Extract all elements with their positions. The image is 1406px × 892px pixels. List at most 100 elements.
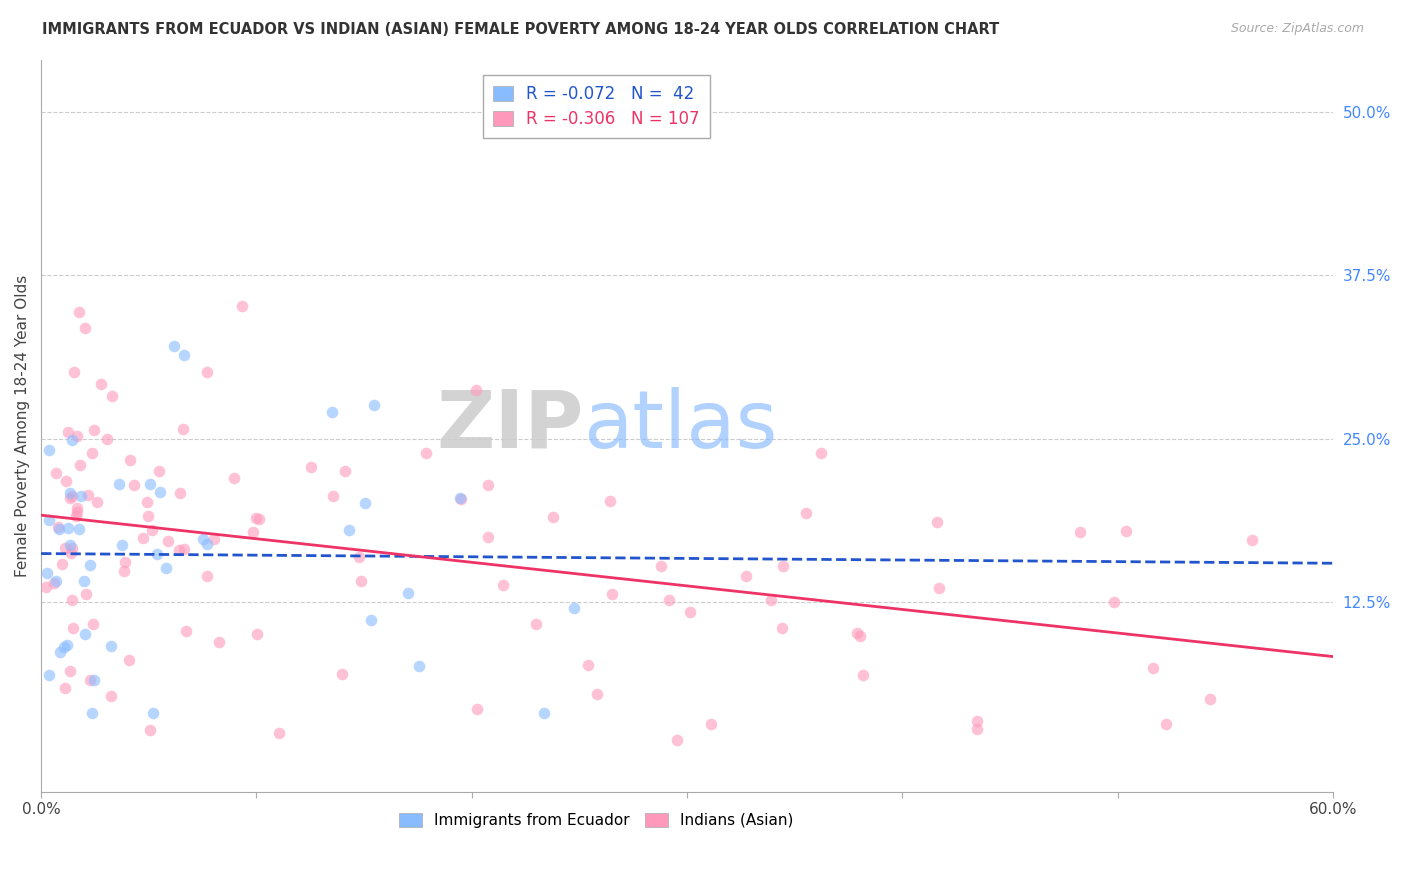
Point bbox=[60, 593, 83, 607]
Point bbox=[38, 513, 60, 527]
Point bbox=[69, 458, 91, 472]
Point bbox=[354, 496, 377, 510]
Point bbox=[477, 529, 499, 543]
Point bbox=[73, 321, 96, 335]
Point bbox=[86, 495, 108, 509]
Point bbox=[53, 541, 76, 555]
Point bbox=[335, 464, 357, 478]
Point bbox=[60, 489, 83, 503]
Point bbox=[118, 653, 141, 667]
Point bbox=[301, 460, 323, 475]
Point bbox=[195, 365, 218, 379]
Point bbox=[602, 586, 624, 600]
Point bbox=[925, 515, 948, 529]
Point bbox=[337, 524, 360, 538]
Point bbox=[242, 524, 264, 539]
Text: Source: ZipAtlas.com: Source: ZipAtlas.com bbox=[1230, 22, 1364, 36]
Point bbox=[350, 574, 373, 588]
Point bbox=[48, 522, 70, 536]
Text: IMMIGRANTS FROM ECUADOR VS INDIAN (ASIAN) FEMALE POVERTY AMONG 18-24 YEAR OLDS C: IMMIGRANTS FROM ECUADOR VS INDIAN (ASIAN… bbox=[42, 22, 1000, 37]
Point bbox=[772, 559, 794, 574]
Text: atlas: atlas bbox=[583, 387, 778, 465]
Point bbox=[38, 442, 60, 457]
Point bbox=[149, 485, 172, 500]
Point bbox=[176, 624, 198, 638]
Point bbox=[492, 578, 515, 592]
Point bbox=[51, 557, 73, 571]
Point bbox=[966, 714, 988, 728]
Point bbox=[100, 689, 122, 703]
Point bbox=[101, 389, 124, 403]
Point bbox=[48, 645, 70, 659]
Point bbox=[526, 617, 548, 632]
Point bbox=[53, 640, 76, 655]
Point bbox=[810, 446, 832, 460]
Point bbox=[139, 723, 162, 737]
Point bbox=[77, 488, 100, 502]
Point bbox=[321, 404, 343, 418]
Point bbox=[197, 536, 219, 550]
Point bbox=[60, 541, 83, 555]
Point bbox=[136, 508, 159, 523]
Point bbox=[562, 600, 585, 615]
Point bbox=[450, 492, 472, 507]
Point bbox=[173, 349, 195, 363]
Point bbox=[585, 687, 607, 701]
Point bbox=[142, 706, 165, 721]
Point bbox=[1104, 595, 1126, 609]
Point bbox=[155, 560, 177, 574]
Point bbox=[169, 485, 191, 500]
Point bbox=[82, 446, 104, 460]
Point bbox=[396, 586, 419, 600]
Point bbox=[699, 716, 721, 731]
Point bbox=[58, 425, 80, 440]
Point bbox=[122, 477, 145, 491]
Point bbox=[114, 555, 136, 569]
Point bbox=[650, 559, 672, 574]
Point bbox=[928, 581, 950, 595]
Point bbox=[845, 625, 868, 640]
Point bbox=[1240, 533, 1263, 547]
Point bbox=[56, 521, 79, 535]
Point bbox=[191, 532, 214, 546]
Point bbox=[60, 546, 83, 560]
Text: ZIP: ZIP bbox=[436, 387, 583, 465]
Point bbox=[63, 365, 86, 379]
Point bbox=[96, 433, 118, 447]
Point bbox=[208, 635, 231, 649]
Point bbox=[246, 626, 269, 640]
Point bbox=[172, 422, 194, 436]
Point bbox=[53, 681, 76, 695]
Point bbox=[1199, 692, 1222, 706]
Point bbox=[202, 532, 225, 546]
Point bbox=[477, 478, 499, 492]
Point bbox=[599, 494, 621, 508]
Point bbox=[45, 574, 67, 588]
Point bbox=[247, 512, 270, 526]
Point bbox=[111, 538, 134, 552]
Point bbox=[734, 569, 756, 583]
Point bbox=[118, 453, 141, 467]
Point bbox=[79, 673, 101, 687]
Point bbox=[56, 638, 79, 652]
Point bbox=[415, 446, 437, 460]
Y-axis label: Female Poverty Among 18-24 Year Olds: Female Poverty Among 18-24 Year Olds bbox=[15, 275, 30, 577]
Point bbox=[65, 509, 87, 524]
Point bbox=[195, 568, 218, 582]
Point bbox=[360, 613, 382, 627]
Point bbox=[83, 673, 105, 687]
Point bbox=[58, 491, 80, 506]
Point bbox=[231, 300, 253, 314]
Point bbox=[848, 629, 870, 643]
Point bbox=[83, 424, 105, 438]
Point bbox=[55, 475, 77, 489]
Point bbox=[45, 466, 67, 480]
Point bbox=[67, 522, 90, 536]
Point bbox=[533, 706, 555, 721]
Point bbox=[796, 507, 818, 521]
Point bbox=[222, 471, 245, 485]
Point bbox=[42, 575, 65, 590]
Point bbox=[136, 495, 159, 509]
Point bbox=[60, 433, 83, 447]
Point bbox=[70, 489, 93, 503]
